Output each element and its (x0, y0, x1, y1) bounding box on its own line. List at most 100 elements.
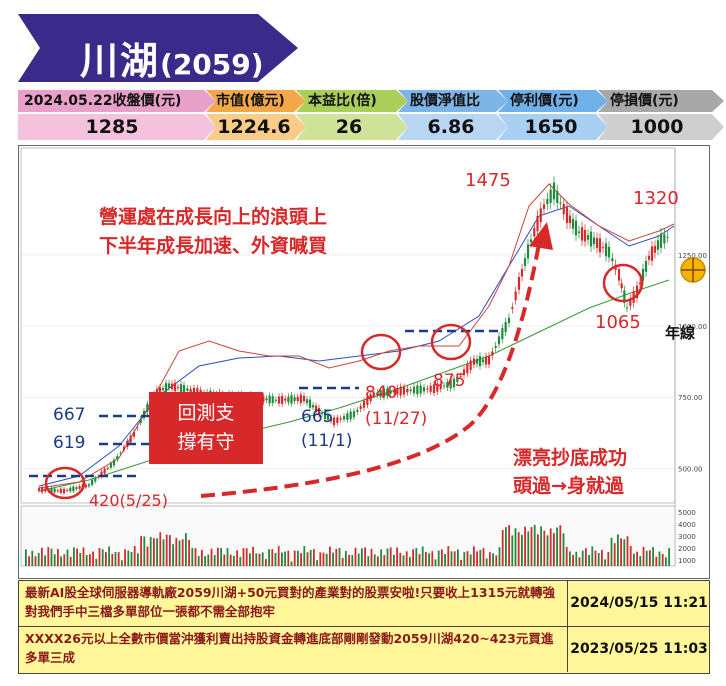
volume-bar (271, 549, 274, 566)
candle-body (349, 411, 352, 420)
volume-bar (341, 557, 344, 566)
volume-bar (25, 549, 27, 566)
candle-body (158, 387, 162, 395)
price-tick-label: 1250.00 (678, 252, 707, 260)
candle-body (100, 471, 103, 477)
candle-body (376, 392, 379, 396)
volume-bar (34, 556, 37, 566)
candle-body (556, 190, 559, 204)
candle-body (129, 435, 132, 443)
candle-body (481, 359, 485, 363)
candle-body (426, 388, 429, 390)
candle-body (103, 468, 106, 474)
candle-body (320, 412, 324, 414)
candle-body (139, 419, 142, 423)
price-label: (11/1) (301, 431, 352, 451)
candle-body (539, 208, 542, 223)
volume-bar (354, 547, 357, 566)
volume-bar (226, 548, 229, 566)
volume-bar (185, 533, 187, 566)
volume-bar (66, 549, 69, 566)
volume-bar (332, 552, 334, 566)
volume-bar (434, 559, 437, 566)
candle-body (84, 484, 87, 488)
volume-bar (319, 552, 322, 566)
candle-body (192, 387, 196, 396)
volume-bar (549, 528, 552, 566)
candle-body (170, 383, 174, 390)
volume-bar (213, 555, 216, 566)
chart-svg: 1250.00 1000.00 750.00 500.00 5000 4000 3000 2… (20, 147, 707, 567)
volume-bar (31, 550, 34, 566)
volume-bar (383, 555, 386, 566)
volume-bar (229, 554, 232, 566)
volume-bar (485, 558, 488, 566)
volume-bar (82, 547, 85, 566)
price-axis: 1250.00 1000.00 750.00 500.00 (678, 252, 707, 473)
candle-body (372, 392, 376, 396)
volume-bar (594, 550, 597, 566)
stock-chart: 1250.00 1000.00 750.00 500.00 5000 4000 3000 2… (18, 145, 710, 579)
candle-body (329, 417, 333, 422)
volume-bar (268, 549, 270, 566)
volume-bar (633, 553, 635, 566)
volume-bar (140, 536, 142, 566)
candle-body (277, 396, 281, 404)
note-row: XXXX26元以上全數市價當沖獲利賣出持股資金轉進底部剛剛發動2059川湖420… (19, 627, 709, 672)
volume-bar (146, 546, 149, 566)
volume-bar (338, 548, 341, 566)
volume-bar (642, 546, 645, 566)
candle-body (326, 415, 330, 420)
candle-body (419, 385, 422, 394)
volume-bar (559, 525, 562, 566)
volume-bar (210, 548, 213, 566)
volume-bar (325, 553, 328, 566)
candle-body (399, 386, 402, 396)
candle-body (116, 455, 119, 460)
candle-body (317, 407, 321, 415)
candle-body (189, 389, 192, 392)
volume-bar (607, 552, 610, 566)
candle-body (574, 220, 578, 236)
volume-bar (658, 551, 661, 566)
volume-bar (380, 549, 382, 566)
candle-body (501, 328, 504, 340)
volume-bar (591, 546, 594, 566)
volume-bar (665, 557, 667, 566)
volume-bar (546, 535, 549, 566)
candle-body (601, 247, 605, 249)
volume-bars (25, 524, 670, 566)
candle-body (299, 394, 302, 403)
stat-value: 6.86 (427, 116, 475, 138)
candle-body (638, 282, 642, 285)
candle-body (644, 260, 648, 272)
year-line-label: 年線 (665, 324, 695, 342)
volume-bar (597, 552, 600, 566)
volume-tick-label: 5000 (678, 509, 696, 517)
candle-body (281, 395, 284, 404)
candle-body (586, 235, 590, 240)
volume-bar (121, 560, 123, 566)
volume-bar (437, 550, 440, 566)
stat-market-cap: 市值(億元) 1224.6 (206, 90, 296, 140)
price-labels: 420(5/25) 619 667 665 (11/1) 840 (11/27) 875 147… (53, 170, 679, 510)
volume-bar (661, 553, 664, 566)
volume-bar (431, 551, 434, 566)
candle-body (311, 405, 315, 408)
volume-bar (105, 552, 107, 566)
candle-body (37, 488, 41, 491)
stat-take-profit: 停利價(元) 1650 (498, 90, 598, 140)
volume-bar (450, 551, 453, 566)
candle-body (59, 488, 62, 493)
price-label: 1475 (465, 170, 511, 191)
stat-label: 2024.05.22收盤價(元) (24, 93, 182, 109)
stock-name: 川湖 (80, 39, 161, 83)
highlight-circles (44, 263, 644, 500)
candle-body (179, 384, 183, 392)
candle-body (164, 383, 168, 392)
volume-bar (98, 548, 101, 566)
volume-bar (588, 554, 590, 566)
volume-tick-label: 4000 (678, 521, 696, 529)
candle-body (296, 396, 299, 401)
volume-bar (60, 556, 62, 566)
